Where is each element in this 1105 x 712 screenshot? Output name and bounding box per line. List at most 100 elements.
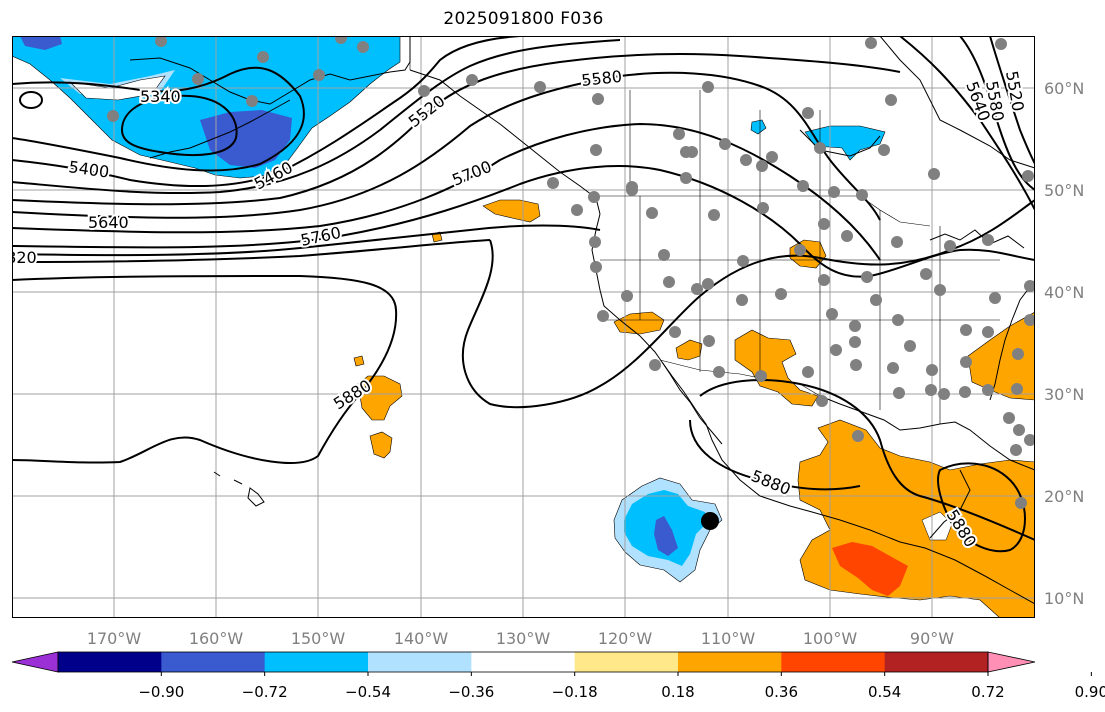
station-dot (830, 344, 842, 356)
contour-5580 (12, 71, 881, 221)
colorbar-tick-label: 0.54 (868, 683, 901, 701)
station-dot (841, 230, 853, 242)
station-dot (1024, 314, 1035, 326)
station-dot (870, 294, 882, 306)
white-hole-mexico (921, 511, 953, 541)
station-dot (794, 244, 806, 256)
colorbar-segment (678, 652, 782, 672)
station-dot (669, 326, 681, 338)
colorbar-segment (471, 652, 576, 672)
station-dot (818, 218, 830, 230)
colorbar-tick-label: −0.72 (242, 683, 288, 701)
station-dot (766, 151, 778, 163)
station-dot (887, 362, 899, 374)
station-dot (246, 95, 258, 107)
station-dot (192, 73, 204, 85)
station-dot (995, 38, 1007, 50)
strong-negative-pacific (654, 516, 678, 556)
contour-east-trough (899, 36, 1035, 211)
station-dot (755, 370, 767, 382)
station-dot (818, 274, 830, 286)
station-dot (702, 278, 714, 290)
station-dot (649, 359, 661, 371)
station-dot (960, 356, 972, 368)
station-dot (893, 387, 905, 399)
lat-label-30n: 30°N (1044, 385, 1084, 404)
contour-5640 (12, 122, 881, 261)
station-dot (850, 359, 862, 371)
contour-east-trough-3 (989, 36, 1035, 165)
station-dot (814, 142, 826, 154)
lat-label-60n: 60°N (1044, 79, 1084, 98)
negative-area-canada (804, 125, 886, 161)
station-dot (621, 290, 633, 302)
station-dot (590, 261, 602, 273)
positive-area-hawaii-dot (353, 355, 365, 367)
graticule (12, 36, 1035, 618)
colorbar (11, 651, 1036, 673)
station-dot (982, 234, 994, 246)
station-dot (547, 177, 559, 189)
colorbar-tick-label: −0.90 (138, 683, 184, 701)
station-dot (934, 284, 946, 296)
contour-5460 (12, 39, 621, 195)
station-dot (797, 180, 809, 192)
station-dot (926, 364, 938, 376)
station-dot (335, 36, 347, 44)
station-dot (849, 320, 861, 332)
station-dot (1024, 434, 1035, 446)
strong-negative-corner (20, 36, 62, 50)
station-dot (885, 94, 897, 106)
station-dot (626, 184, 638, 196)
contour-5340 (12, 66, 305, 172)
station-dot (938, 388, 950, 400)
station-dot (892, 314, 904, 326)
coast-alaska-peninsula (149, 99, 291, 159)
station-dot (982, 384, 994, 396)
colorbar-segment (368, 652, 472, 672)
station-dot (920, 268, 932, 280)
station-dot (775, 288, 787, 300)
station-dot (1012, 348, 1024, 360)
station-dot (928, 168, 940, 180)
contour-5880-mexico-inner (689, 419, 861, 491)
station-dot (663, 276, 675, 288)
colorbar-tick-label: −0.36 (448, 683, 494, 701)
colorbar-tick-label: 0.72 (971, 683, 1004, 701)
station-dot (802, 107, 814, 119)
negative-area-alaska (12, 36, 401, 179)
contour-5880-ridge (12, 274, 398, 464)
station-dot (590, 144, 602, 156)
lon-label-130w: 130°W (496, 629, 551, 648)
contour-east-closed (937, 462, 1026, 553)
station-dot (708, 209, 720, 221)
contour-5520 (12, 53, 901, 206)
station-dot (418, 85, 430, 97)
map-title: 2025091800 F036 (443, 9, 604, 29)
colorbar-segment (781, 652, 886, 672)
coast-great-lakes (929, 229, 1025, 249)
station-dot (826, 308, 838, 320)
coast-hudson (799, 129, 881, 157)
colorbar-segment (264, 652, 369, 672)
station-dot (878, 144, 890, 156)
station-dot (155, 36, 167, 47)
station-dot (680, 146, 692, 158)
coast-nw-panhandle (409, 69, 601, 215)
station-dot (802, 366, 814, 378)
station-dot (982, 326, 994, 338)
negative-area-canada-small (750, 119, 767, 135)
contour-5880-east (461, 199, 1035, 409)
station-dot (959, 386, 971, 398)
colorbar-segment (161, 652, 266, 672)
station-dot (891, 236, 903, 248)
island (247, 487, 265, 507)
station-dot (673, 128, 685, 140)
strong-positive-mexico (832, 542, 908, 596)
station-dot (1024, 280, 1035, 292)
station-dot (816, 395, 828, 407)
lon-label-100w: 100°W (803, 629, 858, 648)
colorbar-extend-max (987, 651, 1036, 673)
station-dot (588, 191, 600, 203)
